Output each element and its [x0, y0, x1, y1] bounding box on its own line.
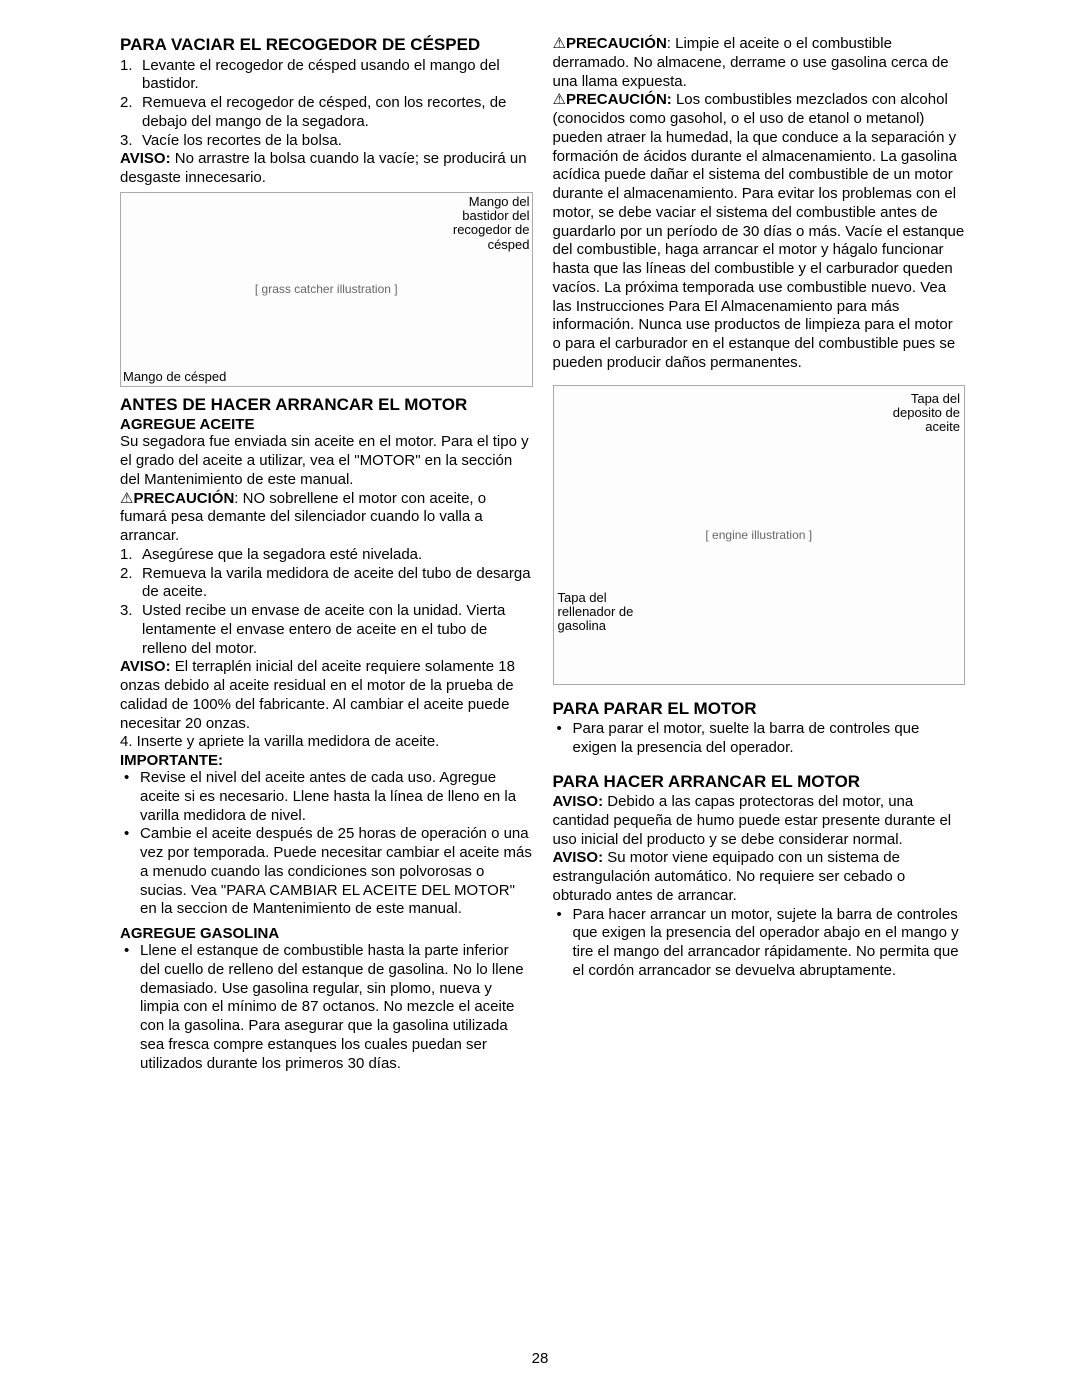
- list-item: Levante el recogedor de césped usando el…: [120, 57, 533, 95]
- page-number: 28: [532, 1350, 549, 1367]
- fig-label-oil-cap: Tapa del deposito de aceite: [870, 392, 960, 435]
- list-item: Para hacer arrancar un motor, sujete la …: [553, 906, 966, 981]
- aviso-choke: AVISO: Su motor viene equipado con un si…: [553, 849, 966, 905]
- figure-engine: [ engine illustration ] Tapa del deposit…: [553, 385, 966, 685]
- aviso-label: AVISO:: [120, 150, 171, 167]
- aviso-text: No arrastre la bolsa cuando la vacíe; se…: [120, 150, 527, 186]
- precaution-alcohol: ⚠PRECAUCIÓN: Los combustibles mezclados …: [553, 91, 966, 372]
- aviso-smoke: AVISO: Debido a las capas protectoras de…: [553, 793, 966, 849]
- list-item: Para parar el motor, suelte la barra de …: [553, 720, 966, 758]
- importante-label: IMPORTANTE:: [120, 752, 533, 769]
- list-item: Llene el estanque de combustible hasta l…: [120, 942, 533, 1073]
- aviso-text: Debido a las capas protectoras del motor…: [553, 793, 952, 848]
- heading-start-engine: PARA HACER ARRANCAR EL MOTOR: [553, 772, 966, 792]
- warning-icon: ⚠: [553, 91, 566, 110]
- list-item: Vacíe los recortes de la bolsa.: [120, 132, 533, 151]
- fig-label-catcher: Mango de césped: [123, 370, 226, 384]
- warning-icon: ⚠: [553, 35, 566, 54]
- oil-paragraph: Su segadora fue enviada sin aceite en el…: [120, 433, 533, 489]
- precaution-label: PRECAUCIÓN:: [566, 91, 672, 108]
- list-item-4: 4. Inserte y apriete la varilla medidora…: [120, 733, 533, 752]
- list-gasoline: Llene el estanque de combustible hasta l…: [120, 942, 533, 1073]
- list-importante: Revise el nivel del aceite antes de cada…: [120, 769, 533, 919]
- heading-before-start: ANTES DE HACER ARRANCAR EL MOTOR: [120, 395, 533, 415]
- list-item: Remueva el recogedor de césped, con los …: [120, 94, 533, 132]
- list-item: Usted recibe un envase de aceite con la …: [120, 602, 533, 658]
- precaution-label: PRECAUCIÓN: [133, 490, 234, 507]
- list-item: Asegúrese que la segadora esté nivelada.: [120, 546, 533, 565]
- subheading-add-gas: AGREGUE GASOLINA: [120, 925, 533, 942]
- list-start-engine: Para hacer arrancar un motor, sujete la …: [553, 906, 966, 981]
- list-item: Cambie el aceite después de 25 horas de …: [120, 825, 533, 919]
- aviso-text: El terraplén inicial del aceite requiere…: [120, 658, 515, 731]
- left-column: PARA VACIAR EL RECOGEDOR DE CÉSPED Levan…: [120, 35, 533, 1073]
- fig-label-gas-cap: Tapa del rellenador de gasolina: [558, 591, 638, 634]
- figure-placeholder: [ grass catcher illustration ]: [255, 282, 398, 296]
- aviso-label: AVISO:: [120, 658, 171, 675]
- fig-label-handle: Mango del bastidor del recogedor de césp…: [435, 195, 530, 252]
- aviso-note: AVISO: No arrastre la bolsa cuando la va…: [120, 150, 533, 188]
- list-item: Revise el nivel del aceite antes de cada…: [120, 769, 533, 825]
- aviso-oil-fill: AVISO: El terraplén inicial del aceite r…: [120, 658, 533, 733]
- list-item: Remueva la varila medidora de aceite del…: [120, 565, 533, 603]
- aviso-label: AVISO:: [553, 849, 604, 866]
- aviso-text: Su motor viene equipado con un sistema d…: [553, 849, 906, 904]
- right-column: ⚠PRECAUCIÓN: Limpie el aceite o el combu…: [553, 35, 966, 1073]
- precaution-spill: ⚠PRECAUCIÓN: Limpie el aceite o el combu…: [553, 35, 966, 91]
- warning-icon: ⚠: [120, 490, 133, 509]
- list-oil-steps: Asegúrese que la segadora esté nivelada.…: [120, 546, 533, 659]
- list-stop-engine: Para parar el motor, suelte la barra de …: [553, 720, 966, 758]
- list-empty-catcher: Levante el recogedor de césped usando el…: [120, 57, 533, 151]
- figure-placeholder: [ engine illustration ]: [705, 528, 812, 542]
- heading-empty-catcher: PARA VACIAR EL RECOGEDOR DE CÉSPED: [120, 35, 533, 55]
- precaution-text: Los combustibles mezclados con alcohol (…: [553, 91, 965, 371]
- figure-grass-catcher: [ grass catcher illustration ] Mango del…: [120, 192, 533, 387]
- aviso-label: AVISO:: [553, 793, 604, 810]
- subheading-add-oil: AGREGUE ACEITE: [120, 416, 533, 433]
- precaution-label: PRECAUCIÓN: [566, 35, 667, 52]
- heading-stop-engine: PARA PARAR EL MOTOR: [553, 699, 966, 719]
- precaution-oil: ⚠PRECAUCIÓN: NO sobrellene el motor con …: [120, 490, 533, 546]
